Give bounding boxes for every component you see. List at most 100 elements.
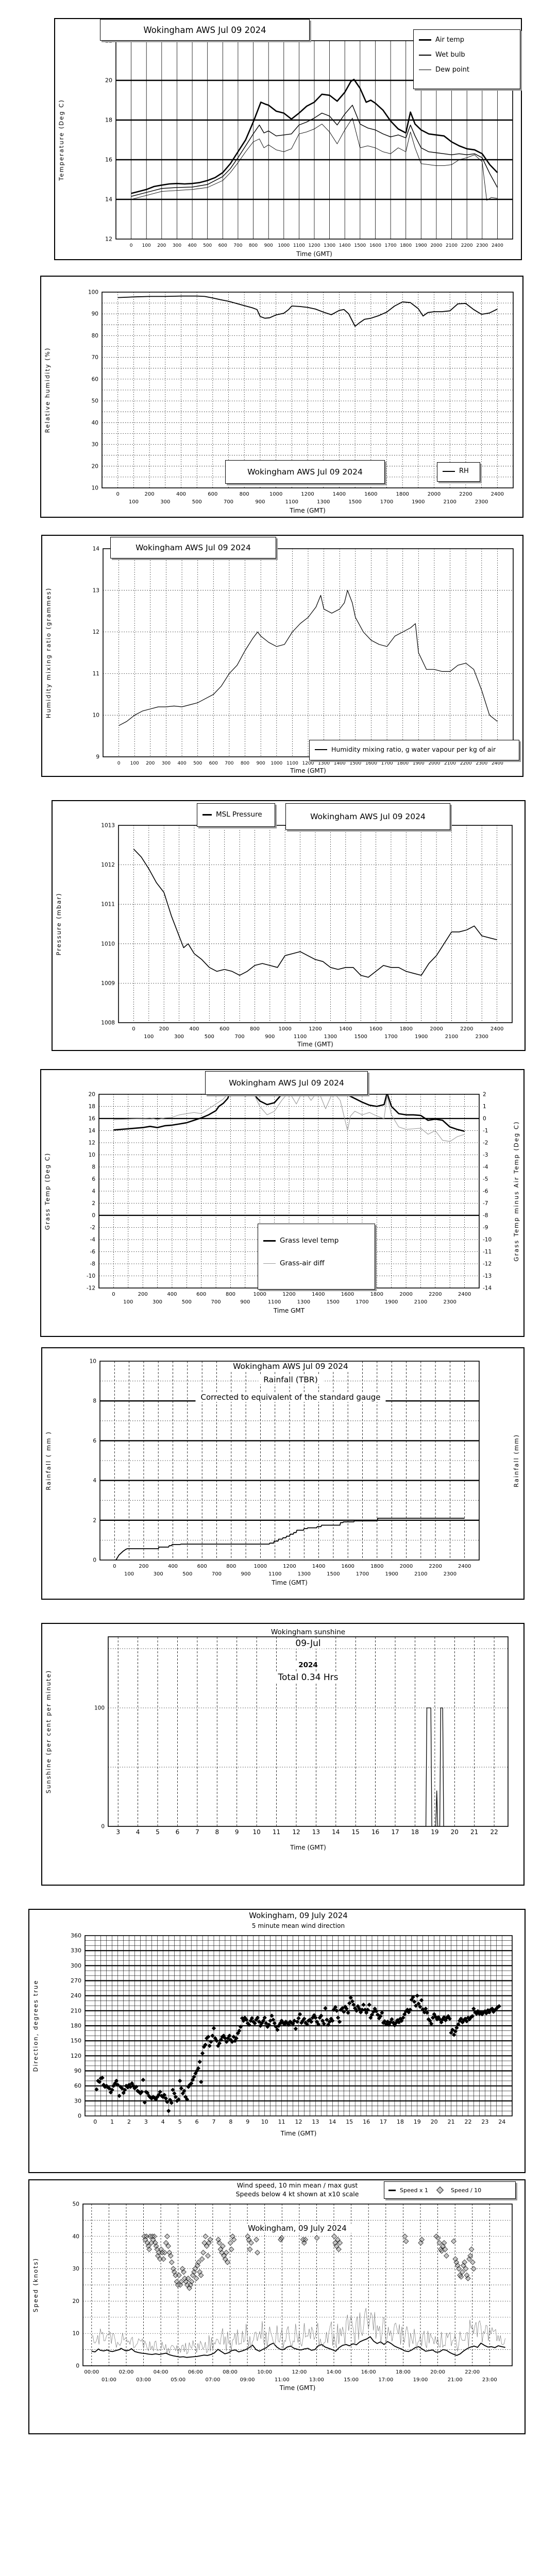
- svg-text:6: 6: [93, 1438, 96, 1444]
- svg-text:12: 12: [292, 1828, 300, 1836]
- relative-humidity-chart: 0 100 200 300 400 500 600 700 800 900 100011001200…: [44, 290, 514, 514]
- pressure-title-box: Wokingham AWS Jul 09 2024: [285, 803, 450, 830]
- svg-text:600: 600: [218, 243, 227, 248]
- svg-text:2300: 2300: [476, 243, 488, 248]
- svg-text:1800: 1800: [370, 1564, 383, 1569]
- svg-text:14: 14: [89, 1128, 96, 1134]
- svg-text:10: 10: [90, 1359, 96, 1365]
- svg-text:2100: 2100: [443, 499, 456, 505]
- svg-text:2000: 2000: [430, 243, 442, 248]
- svg-text:23: 23: [481, 2119, 488, 2125]
- svg-text:500: 500: [182, 1571, 192, 1577]
- weather-report-page: { "chart_data": [ { "id": "temperature",…: [0, 18, 541, 2576]
- svg-text:1013: 1013: [101, 823, 115, 829]
- svg-text:Time (GMT): Time (GMT): [297, 1041, 333, 1048]
- svg-text:100: 100: [130, 761, 139, 766]
- svg-text:7: 7: [195, 1828, 199, 1836]
- rainfall-title: Wokingham AWS Jul 09 2024: [228, 1362, 353, 1371]
- svg-text:6: 6: [176, 1828, 180, 1836]
- legend-label: Humidity mixing ratio, g water vapour pe…: [331, 745, 496, 753]
- svg-text:6: 6: [92, 1176, 95, 1182]
- svg-text:Pressure (mbar): Pressure (mbar): [55, 892, 62, 955]
- svg-text:1400: 1400: [339, 1026, 352, 1032]
- svg-text:11:00: 11:00: [275, 2377, 290, 2383]
- svg-text:30: 30: [74, 2097, 81, 2104]
- svg-text:-8: -8: [483, 1213, 488, 1219]
- svg-text:1300: 1300: [298, 1571, 311, 1577]
- legend-label: RH: [459, 467, 469, 475]
- svg-text:1400: 1400: [333, 492, 346, 497]
- svg-text:1009: 1009: [101, 980, 115, 987]
- svg-text:Grass Temp (Deg C): Grass Temp (Deg C): [44, 1153, 51, 1230]
- svg-text:12: 12: [295, 2119, 302, 2125]
- svg-text:12:00: 12:00: [292, 2369, 307, 2375]
- legend-label: Wet bulb: [435, 51, 465, 59]
- svg-text:1400: 1400: [339, 243, 351, 248]
- svg-text:15: 15: [346, 2119, 353, 2125]
- svg-text:16: 16: [363, 2119, 370, 2125]
- svg-text:20: 20: [451, 1828, 459, 1836]
- legend-item-mixing-ratio: Humidity mixing ratio, g water vapour pe…: [315, 745, 514, 753]
- svg-text:Time (GMT): Time (GMT): [290, 1844, 326, 1851]
- svg-text:-12: -12: [87, 1285, 95, 1292]
- svg-text:2100: 2100: [414, 1299, 427, 1305]
- svg-text:02:00: 02:00: [119, 2369, 134, 2375]
- svg-text:600: 600: [208, 492, 217, 497]
- wind-direction-subtitle: 5 minute mean wind direction: [246, 1922, 350, 1929]
- svg-text:-2: -2: [90, 1225, 95, 1231]
- svg-text:1800: 1800: [397, 761, 409, 766]
- svg-text:100: 100: [124, 1571, 134, 1577]
- rh-line-key-icon: [443, 470, 455, 472]
- rainfall-chart: 0100200300400500600700800900100011001200…: [45, 1359, 520, 1587]
- svg-text:1600: 1600: [364, 492, 377, 497]
- svg-text:0: 0: [483, 1116, 486, 1122]
- rh-legend: RH: [437, 462, 480, 482]
- svg-text:-9: -9: [483, 1225, 488, 1231]
- svg-text:2400: 2400: [458, 1292, 471, 1297]
- svg-text:-4: -4: [90, 1237, 96, 1243]
- svg-text:2100: 2100: [446, 243, 458, 248]
- svg-text:210: 210: [71, 2007, 81, 2014]
- chart-title: Wokingham AWS Jul 09 2024: [136, 543, 251, 552]
- svg-text:16: 16: [371, 1828, 379, 1836]
- svg-text:2400: 2400: [492, 243, 503, 248]
- svg-text:1000: 1000: [278, 1026, 291, 1032]
- rainfall-annotation: Corrected to equivalent of the standard …: [195, 1393, 386, 1402]
- svg-text:900: 900: [241, 1571, 251, 1577]
- svg-text:100: 100: [123, 1299, 133, 1305]
- svg-text:0: 0: [93, 1557, 96, 1564]
- svg-text:1500: 1500: [354, 1034, 367, 1040]
- svg-text:2200: 2200: [429, 1292, 442, 1297]
- svg-text:1400: 1400: [334, 761, 346, 766]
- svg-text:100: 100: [144, 1034, 154, 1040]
- svg-text:1700: 1700: [385, 243, 397, 248]
- svg-text:2400: 2400: [492, 761, 503, 766]
- svg-text:1800: 1800: [370, 1292, 383, 1297]
- svg-text:300: 300: [173, 243, 181, 248]
- svg-text:12: 12: [89, 1140, 95, 1146]
- svg-text:100: 100: [88, 290, 98, 296]
- svg-text:Time (GMT): Time (GMT): [290, 767, 326, 774]
- svg-text:4: 4: [93, 1478, 96, 1484]
- svg-text:13: 13: [93, 587, 99, 594]
- panel-rainfall: 0 100 200 300 400 500 600 700 800 900 1000 1100 1200…: [41, 1347, 525, 1600]
- svg-text:1500: 1500: [326, 1299, 339, 1305]
- svg-text:Temperature (Deg C): Temperature (Deg C): [58, 99, 65, 181]
- svg-text:30: 30: [73, 2266, 79, 2272]
- legend-item-dew-point: Dew point: [419, 66, 515, 74]
- svg-text:300: 300: [174, 1034, 184, 1040]
- svg-text:09:00: 09:00: [240, 2377, 255, 2383]
- svg-text:0: 0: [117, 761, 121, 766]
- svg-text:360: 360: [71, 1933, 81, 1939]
- svg-text:1200: 1200: [309, 1026, 322, 1032]
- svg-text:800: 800: [241, 761, 249, 766]
- svg-text:1200: 1200: [282, 1292, 295, 1297]
- svg-text:Direction, degrees true: Direction, degrees true: [32, 1980, 39, 2072]
- svg-text:19: 19: [431, 1828, 438, 1836]
- svg-text:600: 600: [209, 761, 218, 766]
- svg-text:Time (GMT): Time (GMT): [279, 2384, 316, 2392]
- svg-text:150: 150: [71, 2038, 81, 2044]
- svg-text:1100: 1100: [294, 1034, 307, 1040]
- panel-wind-speed: 00:00 01:00 02:00 03:00 04:00 05:00 06:00 07:00…: [28, 2179, 526, 2434]
- svg-text:500: 500: [182, 1299, 192, 1305]
